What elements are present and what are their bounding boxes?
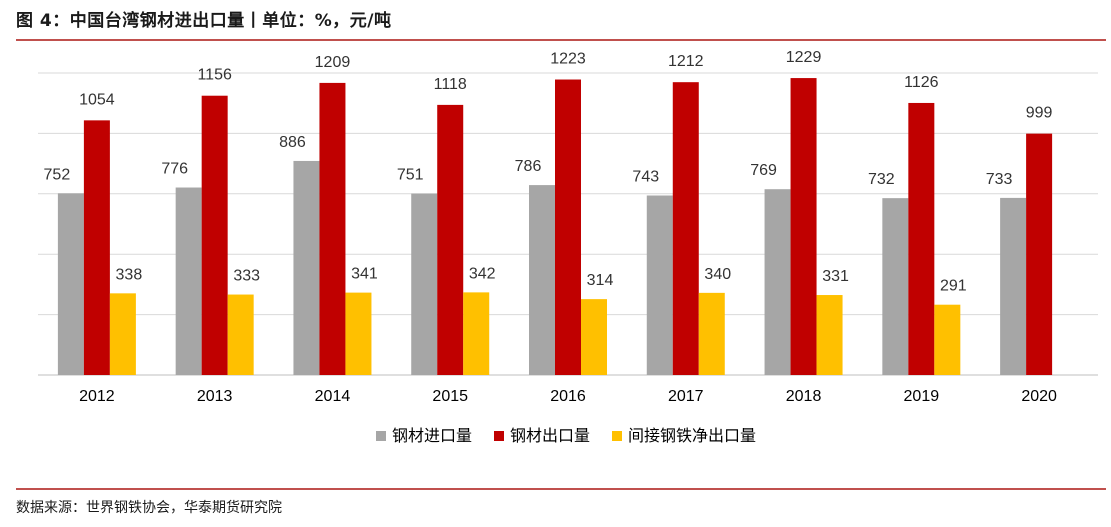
bar-1 <box>646 195 673 375</box>
data-label: 342 <box>469 265 496 282</box>
data-label: 1209 <box>315 54 351 71</box>
source-note: 数据来源：世界钢铁协会，华泰期货研究院 <box>16 500 282 516</box>
bar-2 <box>437 104 464 375</box>
legend-swatch <box>612 431 622 441</box>
bar-1 <box>764 189 791 375</box>
legend-swatch <box>494 431 504 441</box>
data-label: 341 <box>351 266 378 283</box>
bar-3 <box>227 294 254 375</box>
data-label: 751 <box>397 167 424 184</box>
data-label: 1118 <box>434 76 467 93</box>
bar-3 <box>816 295 843 375</box>
bar-3 <box>581 299 607 375</box>
data-label: 331 <box>822 268 849 285</box>
x-tick-label: 2016 <box>550 388 586 405</box>
x-tick-label: 2017 <box>668 388 704 405</box>
data-label: 886 <box>279 134 306 151</box>
bar-1 <box>411 193 438 375</box>
legend-label: 钢材出口量 <box>510 426 590 445</box>
data-label: 733 <box>986 171 1013 188</box>
legend-swatch <box>376 431 386 441</box>
data-label: 314 <box>587 272 614 289</box>
x-tick-label: 2019 <box>904 388 940 405</box>
title-divider <box>16 39 1106 41</box>
bar-1 <box>57 193 84 375</box>
data-label: 1156 <box>197 67 232 84</box>
bar-2 <box>672 82 699 376</box>
data-label: 769 <box>750 162 777 179</box>
data-label: 338 <box>116 266 143 283</box>
bar-1 <box>1000 197 1027 375</box>
x-tick-label: 2012 <box>79 388 115 405</box>
data-label: 1054 <box>79 91 115 108</box>
bar-1 <box>175 187 202 375</box>
data-label: 1126 <box>904 74 939 91</box>
data-label: 732 <box>868 171 895 188</box>
data-label: 999 <box>1026 105 1053 122</box>
bar-2 <box>1026 133 1053 375</box>
x-tick-label: 2014 <box>315 388 351 405</box>
bar-1 <box>882 198 909 375</box>
bar-2 <box>83 120 110 375</box>
x-tick-label: 2018 <box>786 388 822 405</box>
x-tick-label: 2015 <box>432 388 468 405</box>
bar-chart: 2012 752 1054 338 2013 776 1156 333 2014 886 1209 3… <box>38 49 1098 445</box>
data-label: 333 <box>233 268 260 285</box>
bar-2 <box>908 102 935 375</box>
bar-2 <box>790 78 817 375</box>
bar-2 <box>201 95 228 376</box>
legend-label: 间接钢铁净出口量 <box>628 426 756 445</box>
data-label: 340 <box>704 266 731 283</box>
data-label: 1223 <box>550 51 586 68</box>
bar-3 <box>345 292 372 375</box>
bar-3 <box>463 292 490 375</box>
bar-2 <box>555 79 581 376</box>
source-divider <box>16 488 1106 490</box>
data-label: 743 <box>632 168 659 185</box>
data-label: 291 <box>940 278 967 295</box>
x-tick-label: 2013 <box>197 388 233 405</box>
data-label: 1212 <box>668 53 704 70</box>
data-label: 752 <box>44 166 71 183</box>
bar-1 <box>529 185 555 375</box>
bar-1 <box>293 160 320 375</box>
bar-3 <box>934 304 961 375</box>
legend-label: 钢材进口量 <box>392 426 472 445</box>
data-label: 776 <box>161 161 188 178</box>
bar-2 <box>319 82 346 375</box>
x-tick-label: 2020 <box>1021 388 1057 405</box>
data-label: 1229 <box>786 49 822 66</box>
bar-3 <box>698 292 725 375</box>
data-label: 786 <box>515 158 542 175</box>
bar-3 <box>109 293 136 375</box>
figure-title: 图 4：中国台湾钢材进出口量丨单位：%，元/吨 <box>16 11 392 31</box>
